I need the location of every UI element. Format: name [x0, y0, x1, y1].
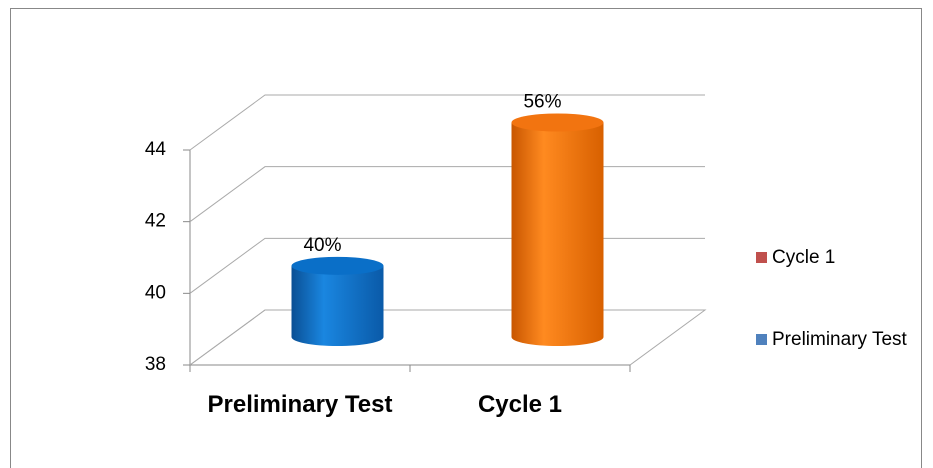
bar-body — [511, 122, 604, 347]
x-tick-label: Cycle 1 — [477, 391, 563, 418]
legend-swatch — [756, 252, 767, 263]
grid-line — [189, 237, 705, 294]
legend-item: Cycle 1 — [756, 246, 923, 270]
y-tick-label: 44 — [145, 139, 167, 160]
x-tick-label: Preliminary Test — [207, 391, 393, 418]
legend-swatch — [756, 334, 767, 345]
data-label: 40% — [303, 235, 341, 256]
bar-top — [291, 256, 384, 275]
legend-label: Cycle 1 — [772, 247, 836, 268]
y-tick-label: 42 — [145, 211, 166, 232]
legend-item: Preliminary Test — [756, 328, 923, 352]
bar-body — [291, 265, 384, 347]
bar — [511, 113, 604, 347]
grid-line — [189, 309, 705, 366]
y-tick-label: 38 — [145, 354, 166, 375]
frame — [10, 8, 922, 468]
bar — [291, 256, 384, 347]
bar-top — [511, 113, 604, 132]
legend-label: Preliminary Test — [772, 329, 907, 350]
grid-line — [189, 94, 705, 151]
grid-line — [189, 166, 705, 223]
data-label: 56% — [523, 92, 561, 113]
y-tick-label: 40 — [145, 282, 166, 303]
floor — [188, 309, 707, 366]
